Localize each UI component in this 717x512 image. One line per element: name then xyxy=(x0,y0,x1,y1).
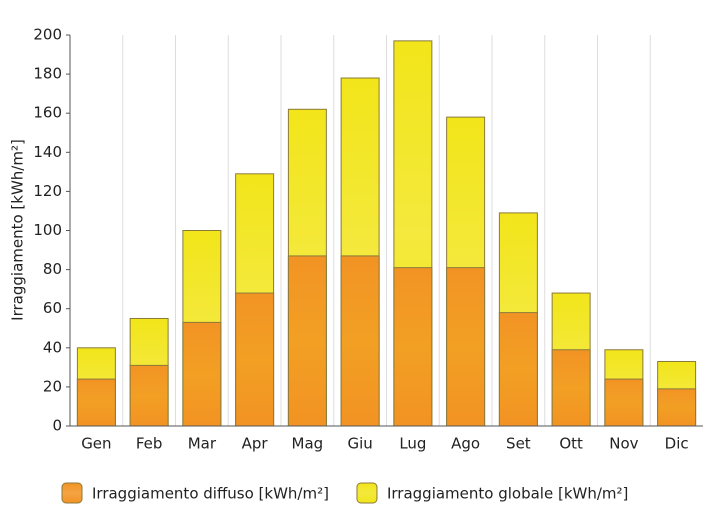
bar xyxy=(604,378,644,427)
x-tick-label: Dic xyxy=(665,435,689,453)
x-tick-label: Ago xyxy=(451,435,480,453)
bar xyxy=(235,292,275,427)
x-tick-label: Gen xyxy=(81,435,111,453)
y-tick-label: 0 xyxy=(52,417,62,435)
x-tick-label: Lug xyxy=(399,435,426,453)
y-tick-label: 200 xyxy=(33,26,62,44)
y-tick-label: 180 xyxy=(33,65,62,83)
x-tick-label: Feb xyxy=(136,435,163,453)
y-tick-label: 80 xyxy=(43,260,62,278)
x-tick-label: Mag xyxy=(292,435,324,453)
bar xyxy=(340,255,380,427)
x-tick-label: Giu xyxy=(347,435,372,453)
bar xyxy=(76,378,116,427)
y-tick-label: 140 xyxy=(33,143,62,161)
y-tick-label: 100 xyxy=(33,221,62,239)
bar xyxy=(182,321,222,427)
bar xyxy=(446,267,486,427)
y-axis-label: Irraggiamento [kWh/m²] xyxy=(9,139,27,321)
bar xyxy=(498,312,538,427)
x-tick-label: Set xyxy=(506,435,531,453)
bar xyxy=(129,364,169,427)
y-tick-label: 60 xyxy=(43,299,62,317)
y-tick-label: 40 xyxy=(43,338,62,356)
x-tick-label: Apr xyxy=(242,435,269,453)
bar xyxy=(657,388,697,427)
bar xyxy=(551,349,591,427)
bar xyxy=(287,255,327,427)
x-tick-label: Mar xyxy=(188,435,217,453)
legend-swatch xyxy=(356,482,378,504)
y-tick-label: 20 xyxy=(43,377,62,395)
bar xyxy=(393,267,433,427)
y-tick-label: 160 xyxy=(33,104,62,122)
x-tick-label: Nov xyxy=(609,435,638,453)
legend-label: Irraggiamento diffuso [kWh/m²] xyxy=(92,485,329,503)
legend-swatch xyxy=(61,482,83,504)
x-tick-label: Ott xyxy=(559,435,583,453)
y-tick-label: 120 xyxy=(33,182,62,200)
legend-label: Irraggiamento globale [kWh/m²] xyxy=(387,485,628,503)
